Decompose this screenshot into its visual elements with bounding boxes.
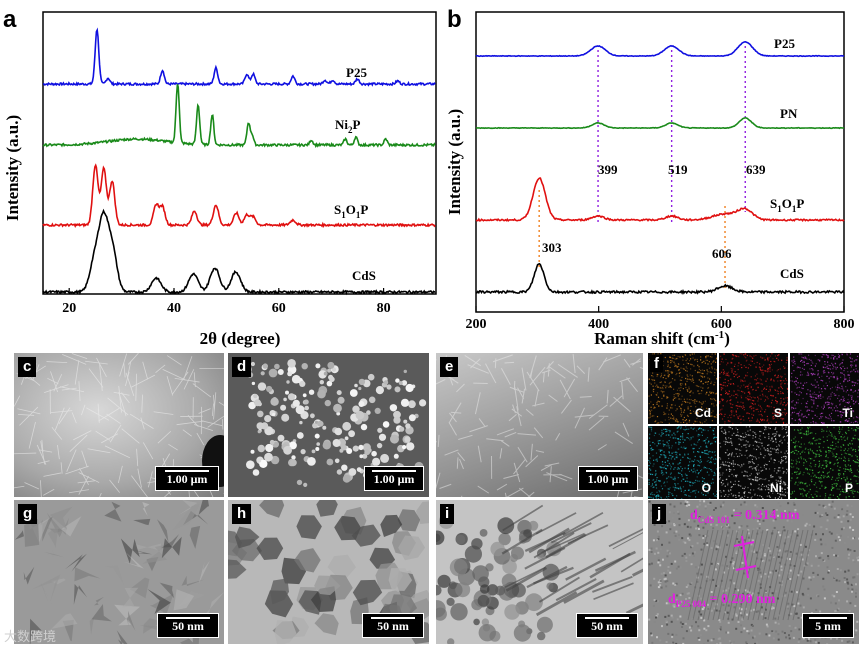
raman-series-group xyxy=(475,40,845,295)
tem-image-g: g 50 nm xyxy=(14,500,224,644)
xrd-tick-label: 20 xyxy=(62,301,76,316)
raman-x-axis-label: Raman shift (cm-1) xyxy=(594,329,730,348)
xrd-chart: 20 40 60 80 Intensity (a.u.) 2θ (degree) P2… xyxy=(3,11,437,348)
panel-letter-i: i xyxy=(440,504,455,524)
sem-image-e: e 1.00 μm xyxy=(436,353,643,497)
scale-bar-g: 50 nm xyxy=(157,613,219,638)
raman-tick-label: 600 xyxy=(711,317,732,332)
raman-label-pn: PN xyxy=(780,106,798,121)
eds-map-s: S xyxy=(719,353,788,424)
raman-tick-label: 200 xyxy=(466,317,487,332)
xrd-x-ticks: 20 40 60 80 xyxy=(62,288,391,316)
tem-g-texture xyxy=(15,500,224,644)
xrd-tick-label: 40 xyxy=(167,301,181,316)
raman-y-axis-label: Intensity (a.u.) xyxy=(445,109,464,215)
panel-letter-f: f xyxy=(650,355,663,372)
eds-map-ti: Ti xyxy=(790,353,859,424)
panel-letter-e: e xyxy=(440,357,459,377)
hrtem-image-j: j dCdS 101 = 0.314 nm dP25 004 = 0.290 n… xyxy=(648,500,859,644)
scale-bar-h: 50 nm xyxy=(362,613,424,638)
xrd-series-group xyxy=(42,27,436,296)
scale-text-j: 5 nm xyxy=(815,619,841,633)
scale-bar-j: 5 nm xyxy=(802,613,854,638)
scale-text-d: 1.00 μm xyxy=(373,472,415,486)
tem-i-texture xyxy=(436,504,643,644)
raman-series-cds xyxy=(475,262,845,295)
xrd-tick-label: 80 xyxy=(377,301,391,316)
raman-x-ticks: 200 400 600 800 xyxy=(466,306,855,332)
raman-chart: 200 400 600 800 Intensity (a.u.) Raman shif… xyxy=(445,11,855,348)
raman-series-s1o1p xyxy=(475,177,845,223)
panel-letter-c: c xyxy=(18,357,37,377)
sem-image-c: c 1.00 μm xyxy=(14,353,224,497)
xrd-label-ni2p: Ni2P xyxy=(335,117,361,135)
raman-label-p25: P25 xyxy=(774,36,795,51)
scale-bar-e: 1.00 μm xyxy=(578,466,638,491)
raman-label-s1o1p: S1O1P xyxy=(770,196,804,214)
panel-letter-b: b xyxy=(447,6,462,33)
scale-text-g: 50 nm xyxy=(172,619,204,633)
tem-image-h: h 50 nm xyxy=(228,500,429,644)
eds-map-grid: Cd S Ti O Ni P f xyxy=(648,353,859,499)
raman-tick-label: 400 xyxy=(588,317,609,332)
sem-e-texture xyxy=(436,354,643,497)
panel-letter-j: j xyxy=(652,504,667,524)
lattice-arrow-1-cap xyxy=(733,541,755,547)
sem-d-texture xyxy=(245,359,427,487)
xrd-label-cds: CdS xyxy=(352,268,376,283)
raman-label-cds: CdS xyxy=(780,266,804,281)
raman-plot-frame xyxy=(475,11,845,313)
xrd-series-ni2p xyxy=(42,84,436,149)
xrd-label-p25: P25 xyxy=(346,65,367,80)
raman-series-pn xyxy=(475,116,845,130)
lattice-arrow-2-cap xyxy=(735,565,757,571)
panel-letter-h: h xyxy=(232,504,252,524)
raman-series-p25 xyxy=(475,40,845,58)
xrd-x-axis-label: 2θ (degree) xyxy=(200,329,281,348)
raman-tick-label: 800 xyxy=(834,317,855,332)
raman-annotation-303: 303 xyxy=(542,240,562,255)
xrd-plot-frame xyxy=(42,11,437,295)
raman-annotation-519: 519 xyxy=(668,162,688,177)
sem-image-d: d 1.00 μm xyxy=(228,353,429,497)
scale-text-e: 1.00 μm xyxy=(587,472,629,486)
tem-image-i: i 50 nm xyxy=(436,500,643,644)
eds-map-ni: Ni xyxy=(719,426,788,499)
scale-text-i: 50 nm xyxy=(591,619,623,633)
raman-annotation-639: 639 xyxy=(746,162,766,177)
xrd-series-s1o1p xyxy=(42,163,436,229)
xrd-series-cds xyxy=(42,208,436,296)
raman-guide-lines xyxy=(538,46,746,290)
panel-letter-d: d xyxy=(232,357,252,377)
scale-bar-c: 1.00 μm xyxy=(155,466,219,491)
xrd-tick-label: 60 xyxy=(272,301,286,316)
panel-letter-a: a xyxy=(3,6,17,33)
xrd-y-axis-label: Intensity (a.u.) xyxy=(3,115,22,221)
scale-bar-i: 50 nm xyxy=(576,613,638,638)
d-spacing-p25-label: dP25 004 = 0.290 nm xyxy=(668,592,776,609)
raman-annotation-399: 399 xyxy=(598,162,618,177)
eds-map-p: P xyxy=(790,426,859,499)
panel-letter-g: g xyxy=(18,504,38,524)
xrd-series-p25 xyxy=(42,27,436,87)
d-spacing-cds-label: dCdS 101 = 0.314 nm xyxy=(690,508,800,525)
scale-text-h: 50 nm xyxy=(377,619,409,633)
lattice-arrow-1 xyxy=(741,535,749,579)
watermark: 大数跨境 xyxy=(4,630,57,645)
xrd-label-s1o1p: S1O1P xyxy=(334,202,368,220)
hrtem-j-texture xyxy=(648,500,859,644)
scale-text-c: 1.00 μm xyxy=(166,472,208,486)
eds-map-o: O xyxy=(648,426,717,499)
raman-annotation-606: 606 xyxy=(712,246,732,261)
scale-bar-d: 1.00 μm xyxy=(364,466,424,491)
